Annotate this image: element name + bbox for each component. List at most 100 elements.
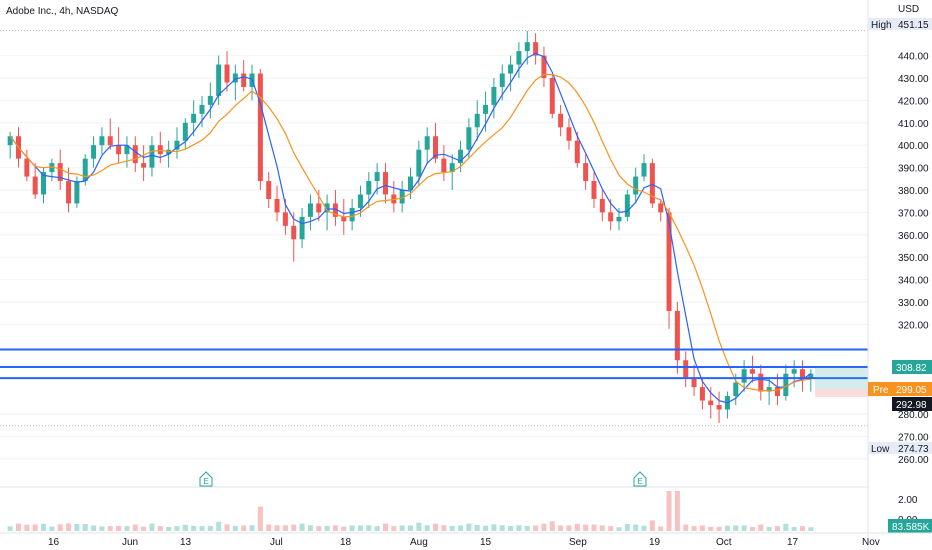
- volume-bar: [483, 525, 489, 531]
- candle-body: [424, 136, 430, 150]
- candle-body: [433, 136, 439, 159]
- price-tick: 270.00: [898, 432, 929, 443]
- badge-299: [892, 382, 932, 396]
- candle-body: [791, 369, 797, 374]
- price-tick: 410.00: [898, 119, 929, 130]
- candle-body: [449, 163, 455, 173]
- price-tick: 430.00: [898, 74, 929, 85]
- volume-badge: [888, 519, 932, 533]
- price-tick: 380.00: [898, 186, 929, 197]
- volume-bar: [458, 525, 464, 531]
- candle-body: [666, 212, 672, 311]
- volume-bar: [407, 525, 414, 531]
- volume-tick-2: 2.00: [898, 495, 918, 506]
- volume-bar: [324, 525, 330, 531]
- time-label: Oct: [716, 537, 732, 548]
- volume-bar: [608, 526, 614, 531]
- candle-body: [24, 158, 30, 177]
- earnings-marker-1[interactable]: E: [199, 471, 213, 487]
- volume-bar: [633, 524, 639, 531]
- candle-body: [274, 198, 280, 213]
- candle-body: [191, 113, 197, 123]
- candle-body: [566, 127, 572, 141]
- volume-bar: [182, 524, 188, 531]
- currency-label: USD: [898, 4, 919, 15]
- candle-body: [524, 42, 530, 52]
- price-tick: 400.00: [898, 141, 929, 152]
- pre-label: Pre: [873, 385, 889, 396]
- candle-body: [633, 176, 639, 195]
- volume-bar: [466, 523, 472, 531]
- volume-bar: [758, 524, 764, 531]
- volume-bar: [99, 526, 105, 531]
- volume-bar: [366, 525, 372, 531]
- volume-bar: [566, 525, 572, 531]
- volume-bar: [66, 523, 72, 531]
- volume-bar: [449, 525, 455, 531]
- volume-bar: [649, 520, 655, 531]
- candle-body: [474, 113, 480, 128]
- volume-bar: [57, 524, 63, 531]
- volume-bar: [157, 526, 163, 531]
- low-label: Low: [871, 444, 890, 455]
- candle-body: [716, 405, 722, 410]
- candle-body: [241, 73, 247, 87]
- time-label: Nov: [862, 537, 880, 548]
- price-tick: 260.00: [898, 455, 929, 466]
- candle-body: [374, 172, 380, 182]
- candles: [7, 30, 814, 423]
- volume-bar: [357, 525, 363, 531]
- candle-body: [124, 145, 130, 155]
- volume-bar: [7, 526, 13, 531]
- candle-body: [41, 172, 47, 195]
- volume-bar: [699, 525, 705, 531]
- volume-bar: [291, 524, 297, 531]
- horizontal-lines: [0, 348, 868, 380]
- candle-body: [149, 145, 155, 168]
- volume-bar: [391, 526, 397, 531]
- low-badge: [868, 442, 932, 454]
- volume-bar: [316, 526, 322, 531]
- volume-bar: [508, 525, 514, 531]
- candle-body: [674, 310, 680, 361]
- time-label: 15: [480, 537, 492, 548]
- price-tick: 360.00: [898, 231, 929, 242]
- candle-body: [357, 194, 363, 208]
- candle-body: [216, 64, 222, 96]
- volume-bar: [124, 526, 130, 531]
- volume-bar: [741, 525, 747, 531]
- candle-body: [332, 203, 338, 217]
- volume-bar: [783, 523, 789, 531]
- candle-body: [741, 369, 747, 383]
- volume-bar: [574, 523, 580, 531]
- volume-bar: [716, 526, 722, 531]
- candle-body: [441, 158, 447, 173]
- candle-body: [466, 127, 472, 150]
- volume-bar: [658, 526, 664, 531]
- candle-body: [407, 176, 414, 190]
- volume-bar: [374, 526, 380, 531]
- earnings-marker-2[interactable]: E: [633, 471, 647, 487]
- badge-292-text: 292.98: [896, 400, 927, 411]
- volume-bar: [341, 526, 347, 531]
- candle-body: [483, 104, 489, 114]
- candle-body: [641, 163, 647, 177]
- candle-body: [399, 190, 405, 204]
- volume-bar: [616, 527, 622, 531]
- candle-body: [499, 73, 505, 87]
- volume-bar: [41, 523, 47, 531]
- candle-body: [282, 212, 288, 226]
- candle-body: [591, 181, 597, 199]
- volume-bar: [516, 525, 522, 531]
- moving-averages: [9, 52, 812, 404]
- volume-bar: [416, 522, 422, 531]
- volume-bar: [666, 491, 672, 531]
- candle-body: [533, 42, 539, 56]
- time-label: Aug: [410, 537, 428, 548]
- candle-body: [232, 73, 238, 83]
- candle-body: [107, 136, 113, 146]
- volume-bar: [274, 525, 280, 531]
- volume-bar: [441, 525, 447, 531]
- price-tick: 420.00: [898, 96, 929, 107]
